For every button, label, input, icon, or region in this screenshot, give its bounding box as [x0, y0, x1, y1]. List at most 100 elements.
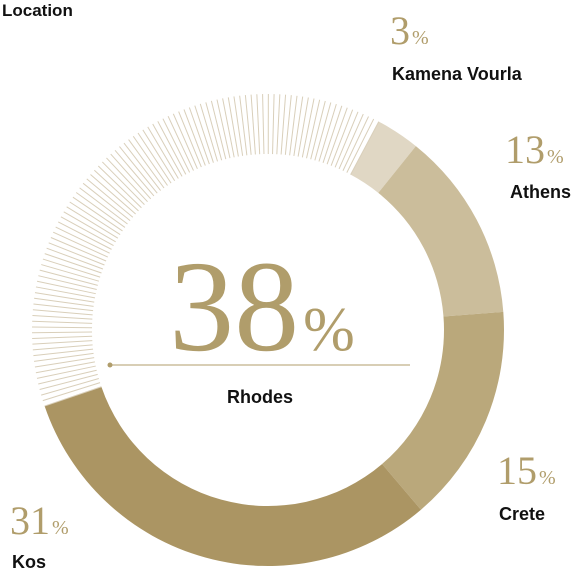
hatch-line [32, 344, 93, 351]
hatch-line [42, 258, 101, 278]
hatch-line [79, 187, 128, 225]
hatch-line [34, 352, 94, 362]
hatch-line [32, 320, 93, 324]
hatch-line [233, 96, 244, 156]
hatch-line [34, 297, 94, 307]
hatch-line [256, 94, 261, 155]
hatch-line [128, 139, 165, 189]
hatch-line [262, 94, 265, 155]
hatch-line [301, 98, 315, 158]
segment-hatched [32, 93, 380, 407]
hatch-line [32, 326, 93, 329]
hatch-line [55, 226, 110, 254]
hatch-line [44, 386, 102, 407]
hatch-line [280, 94, 287, 155]
hatch-line [33, 303, 94, 312]
divider-dot [107, 362, 113, 368]
hatch-line [36, 365, 96, 379]
value-label: 31% [10, 498, 69, 543]
hatch-line [137, 132, 172, 184]
hatch-line [334, 111, 359, 168]
segment [350, 121, 416, 193]
value-unit: % [52, 517, 69, 539]
hatch-line [72, 196, 123, 232]
value-unit: % [539, 467, 556, 489]
center-unit: % [303, 296, 355, 364]
hatch-line [222, 98, 235, 158]
value-number: 3 [390, 8, 410, 53]
hatch-line [350, 121, 380, 175]
hatch-line [132, 135, 168, 186]
hatch-line [310, 100, 326, 160]
hatch-line [39, 269, 98, 286]
category-label: Kamena Vourla [392, 64, 523, 84]
hatch-line [306, 99, 321, 159]
hatch-line [110, 153, 152, 200]
hatch-line [227, 97, 239, 157]
hatch-line [44, 253, 102, 274]
center-value: 38% [169, 235, 355, 379]
hatch-line [35, 361, 95, 374]
hatch-line [162, 118, 191, 173]
value-unit: % [547, 146, 564, 168]
hatch-line [167, 115, 194, 171]
hatch-line [293, 96, 304, 156]
hatch-line [326, 107, 348, 165]
hatch-line [297, 97, 309, 157]
hatch-line [114, 149, 155, 197]
hatch-line [33, 348, 94, 357]
hatch-line [157, 121, 187, 175]
hatch-line [276, 94, 281, 155]
hatch-line [123, 142, 161, 191]
hatch-line [93, 169, 139, 212]
hatch-line [106, 157, 148, 203]
hatch-line [101, 161, 145, 206]
hatch-line [48, 242, 105, 266]
hatch-line [147, 126, 179, 179]
hatch-line [86, 178, 134, 218]
hatch-line [272, 94, 275, 155]
hatch-line [63, 211, 116, 243]
hatch-line [346, 118, 375, 173]
hatch-line [330, 109, 354, 166]
hatch-line [36, 280, 96, 295]
hatch-line [34, 292, 95, 303]
hatch-line [289, 95, 298, 156]
hatch-line [41, 264, 100, 282]
hatch-line [216, 99, 231, 159]
hatch-line [34, 357, 95, 368]
hatch-line [66, 206, 119, 239]
hatch-line [210, 100, 227, 160]
hatch-line [183, 109, 206, 166]
center-number: 38 [169, 235, 299, 379]
hatch-line [42, 382, 101, 402]
hatch-line [172, 113, 198, 169]
hatch-line [284, 95, 292, 155]
category-label: Kos [12, 552, 46, 572]
hatch-line [52, 231, 109, 258]
hatch-line [142, 129, 176, 182]
hatch-line [342, 116, 369, 171]
value-label: 13% [505, 127, 564, 172]
hatch-line [194, 105, 214, 163]
hatch-line [46, 247, 104, 270]
hatch-line [205, 102, 223, 161]
hatch-line [250, 94, 256, 155]
hatch-line [32, 331, 93, 334]
hatch-line [119, 146, 158, 194]
hatch-line [199, 103, 218, 162]
category-label: Rhodes [227, 387, 293, 407]
hatch-line [322, 105, 343, 163]
hatch-line [39, 373, 98, 391]
category-label: Crete [499, 504, 545, 524]
value-number: 31 [10, 498, 50, 543]
value-unit: % [412, 27, 429, 49]
hatch-line [318, 103, 337, 162]
hatch-line [178, 111, 202, 168]
hatch-line [38, 369, 97, 385]
value-label: 15% [497, 448, 556, 493]
hatch-line [32, 309, 93, 316]
segment [378, 146, 504, 317]
hatch-line [239, 95, 248, 156]
